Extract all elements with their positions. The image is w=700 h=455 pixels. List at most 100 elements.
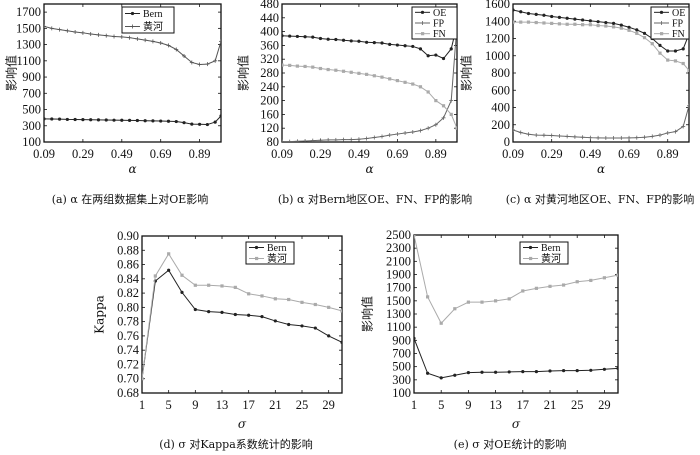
data-point xyxy=(635,28,639,32)
data-point xyxy=(453,307,457,311)
legend-box xyxy=(121,6,175,34)
legend-label: 黄河 xyxy=(267,252,287,265)
data-point xyxy=(167,252,171,256)
data-point xyxy=(414,235,416,237)
data-point xyxy=(541,133,546,138)
data-point xyxy=(466,300,470,304)
data-point xyxy=(182,53,187,58)
x-tick-label: 29 xyxy=(322,398,335,412)
data-point xyxy=(119,34,124,39)
data-point xyxy=(341,69,346,73)
data-point xyxy=(426,90,430,94)
data-point xyxy=(327,334,331,338)
data-point xyxy=(441,104,446,108)
data-point xyxy=(182,121,186,125)
data-point xyxy=(521,370,525,374)
data-point xyxy=(611,136,616,141)
data-point xyxy=(166,119,171,123)
data-point xyxy=(303,64,307,69)
data-point xyxy=(494,299,498,303)
data-point xyxy=(611,21,616,26)
data-point xyxy=(627,25,631,29)
data-point xyxy=(550,21,554,26)
legend-label: FN xyxy=(672,29,685,40)
data-point xyxy=(205,122,209,127)
data-point xyxy=(89,118,93,122)
data-point xyxy=(542,21,546,25)
data-point xyxy=(426,371,430,375)
data-point xyxy=(120,118,124,122)
data-point xyxy=(681,61,685,66)
data-point xyxy=(548,369,552,373)
y-tick-label: 400 xyxy=(491,101,510,115)
legend-label: FP xyxy=(433,19,445,30)
legend-label: Bern xyxy=(541,243,560,254)
data-point xyxy=(127,118,132,123)
x-tick-label: 0.89 xyxy=(189,147,211,161)
y-tick-label: 1400 xyxy=(485,14,510,28)
data-point xyxy=(233,312,237,317)
y-tick-label: 0.82 xyxy=(117,286,139,300)
series-line-Bern xyxy=(142,269,342,379)
y-tick-label: 1500 xyxy=(386,294,411,308)
y-tick-label: 1200 xyxy=(485,32,510,46)
data-point xyxy=(403,44,407,48)
data-point xyxy=(414,336,416,340)
data-point xyxy=(57,117,62,121)
series-group xyxy=(513,8,689,141)
y-tick-label: 2100 xyxy=(386,254,411,268)
data-point xyxy=(681,124,686,129)
data-point xyxy=(247,313,251,317)
data-point xyxy=(357,39,361,43)
data-point xyxy=(619,26,623,30)
data-point xyxy=(602,367,607,371)
data-point xyxy=(513,8,515,12)
data-point xyxy=(687,68,689,73)
y-tick-label: 0.80 xyxy=(117,300,139,314)
data-point xyxy=(340,309,342,313)
data-point xyxy=(112,118,116,122)
data-point xyxy=(534,133,539,138)
x-tick-label: 0.49 xyxy=(579,147,601,161)
data-point xyxy=(455,126,457,130)
chart-caption: (c) α 对黄河地区OE、FN、FP的影响 xyxy=(506,192,695,206)
data-point xyxy=(167,268,171,272)
y-tick-label: 0.70 xyxy=(117,372,139,386)
data-point xyxy=(681,47,685,51)
data-point xyxy=(426,126,431,131)
data-point xyxy=(642,36,647,40)
data-point xyxy=(619,135,624,140)
data-point xyxy=(513,20,515,24)
data-point xyxy=(365,40,369,44)
y-tick-label: 1900 xyxy=(386,268,411,282)
data-point xyxy=(596,23,600,28)
data-point xyxy=(572,134,577,139)
data-point xyxy=(300,300,304,304)
data-point xyxy=(410,129,415,134)
x-tick-label: 0.29 xyxy=(72,147,94,161)
y-tick-label: 160 xyxy=(260,107,279,121)
data-point xyxy=(135,36,140,41)
y-tick-label: 80 xyxy=(267,135,280,149)
data-point xyxy=(44,24,46,29)
data-point xyxy=(634,135,639,140)
y-tick-label: 400 xyxy=(260,25,279,39)
legend-marker xyxy=(130,11,135,16)
data-point xyxy=(534,286,538,290)
data-point xyxy=(356,137,361,142)
x-tick-label: 13 xyxy=(216,398,229,412)
data-point xyxy=(180,273,184,277)
data-point xyxy=(349,70,353,74)
data-point xyxy=(295,34,299,39)
x-tick-label: 13 xyxy=(489,398,502,412)
data-point xyxy=(548,284,552,288)
x-tick-label: 1 xyxy=(139,398,145,412)
data-point xyxy=(57,27,62,32)
data-point xyxy=(205,62,210,67)
data-point xyxy=(635,31,639,35)
data-point xyxy=(151,119,155,123)
y-tick-label: 900 xyxy=(22,70,41,84)
data-point xyxy=(557,133,562,138)
data-point xyxy=(562,369,566,373)
data-point xyxy=(534,370,539,374)
